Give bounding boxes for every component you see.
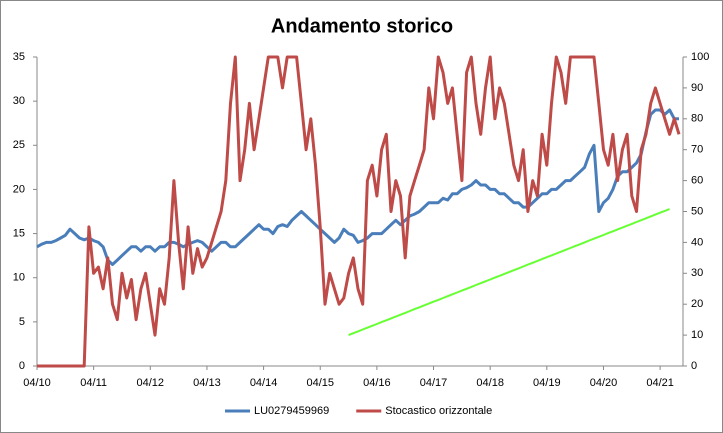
x-tick-label: 04/17 xyxy=(420,377,448,389)
x-tick-label: 04/12 xyxy=(137,377,165,389)
y-tick-label: 0 xyxy=(19,360,25,372)
y2-tick-label: 70 xyxy=(691,144,703,156)
x-tick-label: 04/10 xyxy=(23,377,51,389)
series-line xyxy=(36,108,679,266)
y-tick-label: 30 xyxy=(13,95,25,107)
series-line xyxy=(348,208,670,337)
y2-tick-label: 100 xyxy=(691,51,709,63)
y2-tick-label: 10 xyxy=(691,329,703,341)
x-tick-label: 04/15 xyxy=(306,377,334,389)
x-tick-label: 04/13 xyxy=(193,377,221,389)
y-tick-label: 10 xyxy=(13,272,25,284)
x-tick-label: 04/19 xyxy=(533,377,561,389)
y2-tick-label: 60 xyxy=(691,175,703,187)
y2-tick-label: 40 xyxy=(691,236,703,248)
y-tick-label: 15 xyxy=(13,227,25,239)
y-tick-label: 35 xyxy=(13,51,25,63)
x-tick-label: 04/14 xyxy=(250,377,278,389)
y2-tick-label: 30 xyxy=(691,267,703,279)
y2-tick-label: 90 xyxy=(691,82,703,94)
legend-label: LU0279459969 xyxy=(254,405,329,417)
y2-tick-label: 50 xyxy=(691,205,703,217)
y-tick-label: 25 xyxy=(13,139,25,151)
y-tick-label: 20 xyxy=(13,183,25,195)
x-tick-label: 04/21 xyxy=(646,377,674,389)
x-tick-label: 04/18 xyxy=(476,377,504,389)
x-tick-label: 04/20 xyxy=(590,377,618,389)
y2-tick-label: 20 xyxy=(691,298,703,310)
y2-tick-label: 0 xyxy=(691,360,697,372)
chart-title: Andamento storico xyxy=(271,15,453,37)
series-line xyxy=(37,55,681,368)
x-tick-label: 04/11 xyxy=(80,377,107,389)
x-tick-label: 04/16 xyxy=(363,377,391,389)
legend-label: Stocastico orizzontale xyxy=(385,405,492,417)
y-tick-label: 5 xyxy=(19,316,25,328)
y2-tick-label: 80 xyxy=(691,113,703,125)
